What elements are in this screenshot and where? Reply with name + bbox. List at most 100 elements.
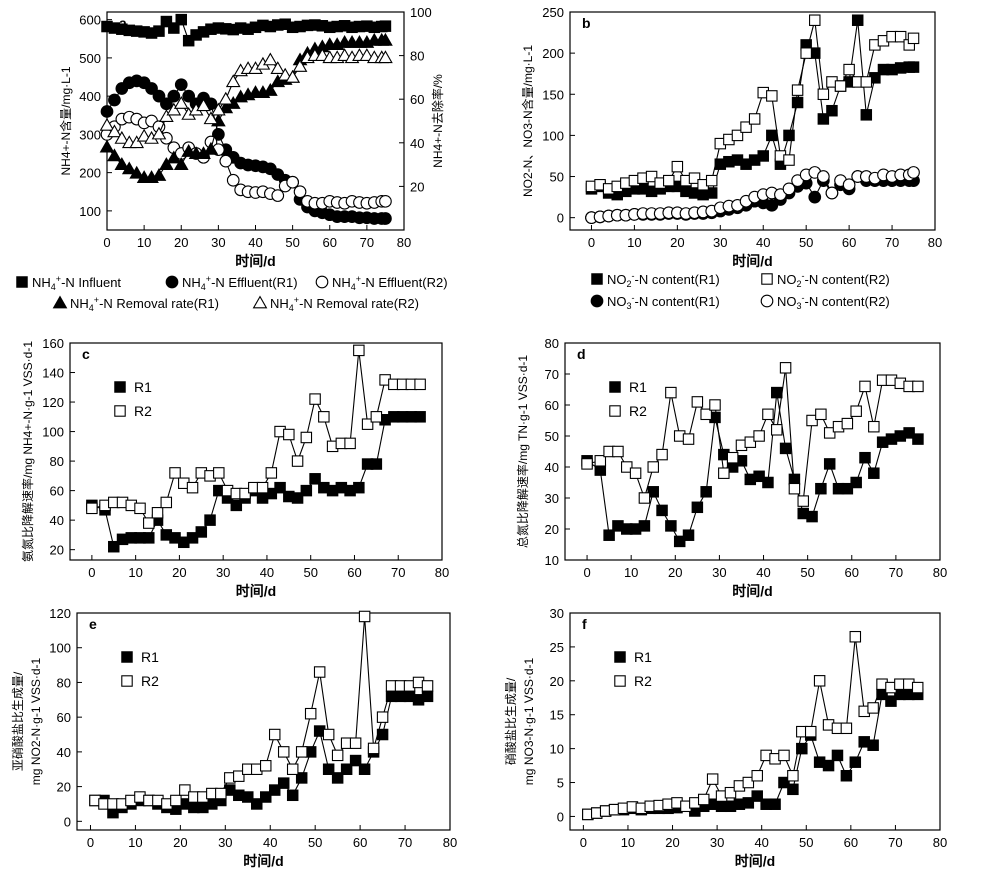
data-point <box>160 496 173 509</box>
y-axis-title: NH4+-N含量/mg·L-1 <box>58 66 73 175</box>
y-axis-title: NO2-N、NO3-N含量/mg·L-1 <box>520 45 535 197</box>
data-point <box>860 109 873 121</box>
data-point <box>108 540 120 553</box>
y-tick-label: 100 <box>542 128 564 143</box>
data-point <box>823 458 836 470</box>
data-point <box>186 481 199 494</box>
data-point <box>718 467 730 479</box>
data-point <box>379 194 392 208</box>
y-tick-label: 0 <box>557 211 564 226</box>
legend-marker <box>590 294 604 308</box>
data-point <box>782 182 796 196</box>
x-tick-label: 0 <box>583 565 590 580</box>
data-point <box>766 90 778 102</box>
data-point <box>239 487 251 500</box>
data-point <box>762 476 774 489</box>
data-point <box>791 84 804 96</box>
x-tick-label: 30 <box>218 835 232 850</box>
data-point <box>724 786 737 799</box>
y-tick-label: 500 <box>79 51 101 66</box>
plot-frame <box>564 342 941 561</box>
data-point <box>912 433 924 445</box>
y-tick-label: 0 <box>64 814 71 829</box>
data-point <box>806 510 818 523</box>
data-point <box>291 455 304 467</box>
y-tick-label: 600 <box>79 13 101 28</box>
data-point <box>706 773 719 785</box>
data-point <box>353 344 365 357</box>
data-point <box>762 408 774 421</box>
data-point <box>286 763 299 775</box>
data-point <box>849 630 862 643</box>
data-point <box>753 470 765 483</box>
chart-panel-b: b 0 10 20 30 40 50 60 70 80 0 50 100 150 200 250 时间/d NO2… <box>520 5 942 269</box>
data-point <box>349 737 362 749</box>
data-point <box>682 529 695 541</box>
data-point <box>265 467 278 479</box>
data-point <box>274 481 286 494</box>
data-point <box>421 680 434 692</box>
plot-frame <box>69 342 443 561</box>
data-point <box>691 501 704 514</box>
data-point <box>840 769 853 782</box>
x-tick-label: 0 <box>88 565 95 580</box>
data-point <box>903 427 915 439</box>
x-tick-label: 0 <box>103 235 110 250</box>
data-point <box>295 746 308 758</box>
data-point <box>867 702 879 714</box>
y-tick-label: 300 <box>79 127 101 142</box>
data-point <box>145 82 158 95</box>
y-tick-label: 80 <box>57 675 71 690</box>
x-tick-label: 50 <box>799 235 813 250</box>
series-r2 <box>86 344 426 529</box>
plot-frame <box>569 11 936 231</box>
data-point <box>292 58 308 72</box>
data-point <box>815 482 827 495</box>
data-point <box>779 362 792 374</box>
legend-label: R1 <box>134 379 152 395</box>
data-point <box>309 473 321 485</box>
data-point <box>740 121 752 133</box>
legend-marker <box>614 675 626 687</box>
data-point <box>129 135 145 149</box>
data-point <box>691 396 704 408</box>
legend-label: NO3--N content(R2) <box>777 293 890 311</box>
data-point <box>840 722 853 735</box>
chart-panel-d: d 0 10 20 30 40 50 60 70 80 10 20 30 40 50 60 70 80 时间/d 总氮… <box>515 336 947 599</box>
panel-label: e <box>89 616 97 632</box>
y2-tick-label: 20 <box>410 179 424 194</box>
x-tick-label: 80 <box>933 835 947 850</box>
x-tick-label: 70 <box>391 565 405 580</box>
data-point <box>213 467 225 479</box>
plot-frame <box>569 612 941 831</box>
data-point <box>379 212 392 225</box>
series-r1 <box>89 690 434 819</box>
y2-axis-title: NH4+-N去除率/% <box>430 74 445 168</box>
data-point <box>195 526 208 538</box>
data-point <box>159 109 174 122</box>
panel-label: a <box>119 15 127 31</box>
data-point <box>186 532 199 544</box>
data-point <box>225 74 241 88</box>
legend-marker <box>591 273 603 285</box>
x-tick-label: 50 <box>799 835 813 850</box>
data-point <box>353 481 365 494</box>
data-point <box>337 48 352 61</box>
data-point <box>629 467 642 479</box>
data-point <box>259 791 272 803</box>
data-point <box>291 492 304 504</box>
data-point <box>151 126 167 140</box>
data-point <box>218 91 234 105</box>
x-tick-label: 60 <box>845 565 859 580</box>
legend-marker <box>114 405 126 417</box>
data-point <box>108 93 121 107</box>
data-point <box>594 455 607 467</box>
legend-label: R2 <box>634 673 652 689</box>
legend-label: R2 <box>141 673 159 689</box>
series-nh4-n-removal-rate-r2- <box>99 48 393 149</box>
data-point <box>361 418 374 430</box>
x-tick-label: 70 <box>398 835 412 850</box>
data-point <box>313 666 326 678</box>
data-point <box>771 424 783 436</box>
data-point <box>842 178 856 192</box>
